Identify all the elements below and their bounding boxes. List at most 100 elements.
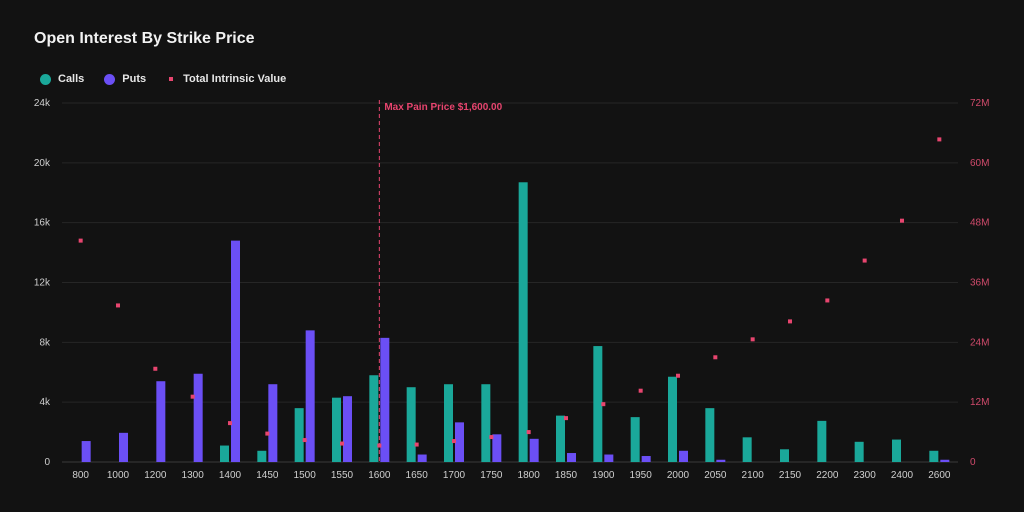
x-tick-label: 2600 — [928, 470, 951, 481]
tiv-point — [265, 431, 270, 436]
y-left-tick-label: 12k — [34, 278, 51, 289]
y-right-tick-label: 12M — [970, 397, 989, 408]
x-tick-label: 2000 — [667, 470, 690, 481]
chart-title: Open Interest By Strike Price — [34, 30, 255, 47]
calls-bar — [556, 415, 565, 462]
y-left-tick-label: 8k — [39, 337, 51, 348]
tiv-point — [937, 137, 942, 142]
x-tick-label: 1900 — [592, 470, 615, 481]
tiv-point — [788, 319, 792, 324]
tiv-point — [750, 337, 755, 342]
x-tick-label: 1000 — [107, 470, 130, 481]
x-tick-label: 1850 — [555, 470, 578, 481]
calls-bar — [444, 384, 453, 462]
puts-swatch-icon — [104, 73, 116, 85]
puts-bar — [380, 337, 390, 462]
x-tick-label: 2300 — [854, 470, 877, 481]
puts-bar — [529, 438, 539, 462]
x-tick-label: 1200 — [144, 470, 167, 481]
tiv-point — [601, 402, 606, 407]
puts-bar — [567, 453, 576, 462]
y-right-tick-label: 48M — [970, 218, 989, 229]
tiv-point — [526, 430, 531, 435]
puts-bar — [119, 432, 128, 462]
puts-bar — [716, 459, 726, 462]
calls-bar — [257, 450, 267, 462]
legend-label-calls: Calls — [58, 73, 85, 85]
tiv-point — [153, 366, 158, 371]
calls-bar — [481, 384, 491, 462]
x-tick-label: 800 — [72, 470, 89, 481]
tiv-point — [825, 298, 830, 303]
puts-bar — [455, 422, 464, 462]
calls-bar — [593, 346, 603, 462]
calls-bar — [668, 376, 677, 462]
x-tick-label: 1550 — [331, 470, 354, 481]
calls-bar — [294, 408, 304, 462]
max-pain-label: Max Pain Price $1,600.00 — [384, 102, 502, 113]
puts-bar — [268, 384, 278, 462]
puts-bar — [417, 454, 427, 462]
x-tick-label: 2100 — [742, 470, 765, 481]
calls-bar — [780, 449, 789, 462]
x-tick-label: 1800 — [518, 470, 541, 481]
tiv-point — [228, 421, 232, 426]
tiv-point — [377, 443, 382, 448]
puts-bar — [492, 434, 502, 462]
tiv-point — [564, 416, 568, 421]
calls-bar — [518, 182, 528, 462]
tiv-point — [862, 258, 867, 263]
calls-bar — [630, 417, 640, 462]
tiv-point — [190, 394, 195, 399]
x-tick-label: 1650 — [406, 470, 429, 481]
calls-bar — [332, 397, 341, 462]
x-tick-label: 1500 — [294, 470, 317, 481]
x-tick-label: 1700 — [443, 470, 466, 481]
y-left-tick-label: 24k — [34, 98, 51, 109]
x-tick-label: 1750 — [480, 470, 503, 481]
tiv-point — [78, 238, 83, 243]
puts-bar — [343, 396, 352, 462]
y-right-tick-label: 72M — [970, 98, 989, 109]
y-left-tick-label: 16k — [34, 218, 51, 229]
tiv-swatch-icon — [169, 77, 174, 81]
puts-bar — [641, 456, 651, 462]
y-right-tick-label: 36M — [970, 278, 989, 289]
puts-bar — [604, 454, 614, 462]
x-tick-label: 1300 — [182, 470, 205, 481]
tiv-point — [452, 439, 456, 444]
legend-item-puts[interactable]: Puts — [104, 73, 146, 85]
x-tick-label: 1950 — [630, 470, 653, 481]
calls-bar — [854, 441, 864, 462]
x-tick-label: 2150 — [779, 470, 802, 481]
chart-legend: Calls Puts Total Intrinsic Value — [40, 73, 286, 85]
puts-bar — [156, 381, 166, 462]
tiv-point — [340, 441, 344, 446]
x-tick-label: 2400 — [891, 470, 914, 481]
calls-bar — [742, 437, 752, 462]
x-tick-label: 2200 — [816, 470, 839, 481]
y-left-tick-label: 4k — [39, 397, 51, 408]
y-left-tick-label: 20k — [34, 158, 51, 169]
x-tick-label: 1400 — [219, 470, 242, 481]
tiv-point — [900, 218, 904, 223]
calls-bar — [369, 375, 379, 462]
tiv-point — [713, 355, 718, 360]
y-right-tick-label: 60M — [970, 158, 989, 169]
x-tick-label: 1600 — [368, 470, 391, 481]
y-left-tick-label: 0 — [44, 457, 50, 468]
legend-item-calls[interactable]: Calls — [40, 73, 84, 85]
tiv-point — [302, 438, 307, 443]
tiv-point — [638, 388, 643, 393]
tiv-point — [676, 373, 680, 378]
legend-label-tiv: Total Intrinsic Value — [183, 73, 287, 85]
puts-bar — [305, 330, 315, 462]
legend-item-tiv[interactable]: Total Intrinsic Value — [166, 73, 286, 85]
calls-bar — [220, 445, 229, 462]
calls-bar — [892, 439, 901, 462]
calls-bar — [406, 387, 416, 462]
tiv-point — [116, 303, 120, 308]
x-tick-label: 2050 — [704, 470, 727, 481]
legend-label-puts: Puts — [122, 73, 147, 85]
